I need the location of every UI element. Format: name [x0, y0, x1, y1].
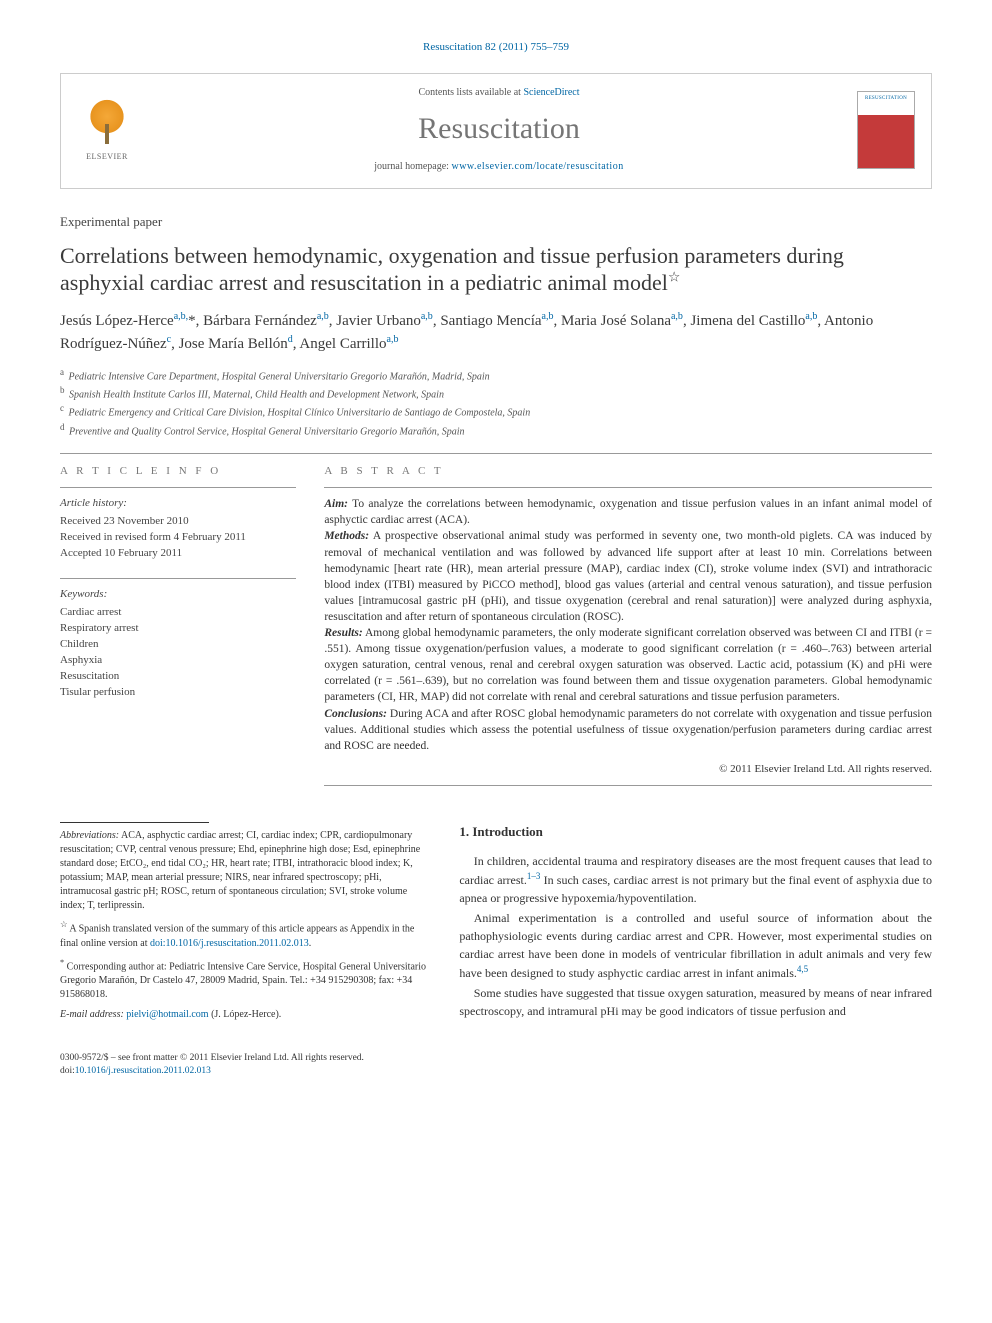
journal-center: Contents lists available at ScienceDirec… — [157, 86, 841, 174]
methods-label: Methods: — [324, 530, 369, 542]
elsevier-label: ELSEVIER — [86, 151, 128, 162]
corresponding-author: * Corresponding author at: Pediatric Int… — [60, 957, 431, 1002]
footer-copyright: 0300-9572/$ – see front matter © 2011 El… — [60, 1053, 364, 1063]
homepage-prefix: journal homepage: — [374, 161, 451, 172]
conclusions-label: Conclusions: — [324, 708, 387, 720]
abstract-copyright: © 2011 Elsevier Ireland Ltd. All rights … — [324, 762, 932, 777]
conclusions-text: During ACA and after ROSC global hemodyn… — [324, 708, 932, 752]
abstract-column: A B S T R A C T Aim: To analyze the corr… — [324, 464, 932, 786]
revised-date: Received in revised form 4 February 2011 — [60, 531, 246, 543]
keyword: Respiratory arrest — [60, 621, 296, 637]
intro-ref-1[interactable]: 1–3 — [527, 871, 541, 881]
divider-rule — [60, 453, 932, 454]
results-label: Results: — [324, 627, 362, 639]
article-info-head: A R T I C L E I N F O — [60, 464, 296, 479]
journal-cover-thumbnail: RESUSCITATION — [857, 91, 915, 169]
email-line: E-mail address: pielvi@hotmail.com (J. L… — [60, 1008, 431, 1022]
journal-title: Resuscitation — [157, 108, 841, 150]
footer-doi-link[interactable]: 10.1016/j.resuscitation.2011.02.013 — [75, 1066, 211, 1076]
email-label: E-mail address: — [60, 1009, 126, 1020]
article-history: Article history: Received 23 November 20… — [60, 496, 296, 562]
abstract-head: A B S T R A C T — [324, 464, 932, 479]
intro-para-3: Some studies have suggested that tissue … — [459, 984, 932, 1020]
corresponding-email-link[interactable]: pielvi@hotmail.com — [126, 1009, 208, 1020]
footnote-doi-link[interactable]: doi:10.1016/j.resuscitation.2011.02.013 — [150, 938, 309, 949]
footer-doi-label: doi: — [60, 1066, 75, 1076]
article-type: Experimental paper — [60, 213, 932, 231]
abstract-body: Aim: To analyze the correlations between… — [324, 496, 932, 754]
affiliations: a Pediatric Intensive Care Department, H… — [60, 366, 932, 439]
sciencedirect-link[interactable]: ScienceDirect — [523, 87, 579, 98]
keyword: Children — [60, 637, 296, 653]
contents-lists-line: Contents lists available at ScienceDirec… — [157, 86, 841, 100]
article-info-column: A R T I C L E I N F O Article history: R… — [60, 464, 296, 786]
footnotes-column: Abbreviations: ACA, asphyctic cardiac ar… — [60, 822, 431, 1028]
corr-text: Corresponding author at: Pediatric Inten… — [60, 961, 426, 1000]
lower-columns: Abbreviations: ACA, asphyctic cardiac ar… — [60, 822, 932, 1028]
keyword: Resuscitation — [60, 669, 296, 685]
info-rule — [60, 487, 296, 488]
keywords-block: Keywords: Cardiac arrestRespiratory arre… — [60, 587, 296, 701]
aim-label: Aim: — [324, 498, 348, 510]
title-star-note: ☆ — [668, 271, 681, 286]
abbrev-text: ACA, asphyctic cardiac arrest; CI, cardi… — [60, 830, 420, 911]
running-head-citation: Resuscitation 82 (2011) 755–759 — [60, 40, 932, 55]
abbrev-label: Abbreviations: — [60, 830, 119, 841]
introduction-heading: 1. Introduction — [459, 822, 932, 842]
received-date: Received 23 November 2010 — [60, 515, 189, 527]
intro-p2: Animal experimentation is a controlled a… — [459, 911, 932, 980]
methods-text: A prospective observational animal study… — [324, 530, 932, 622]
info-abstract-row: A R T I C L E I N F O Article history: R… — [60, 464, 932, 786]
keyword: Asphyxia — [60, 653, 296, 669]
elsevier-logo: ELSEVIER — [77, 95, 137, 165]
journal-homepage-link[interactable]: www.elsevier.com/locate/resuscitation — [451, 161, 623, 172]
abs-rule — [324, 487, 932, 488]
affiliation-line: a Pediatric Intensive Care Department, H… — [60, 366, 932, 384]
article-title-text: Correlations between hemodynamic, oxygen… — [60, 243, 844, 296]
authors-line: Jesús López-Hercea,b,*, Bárbara Fernánde… — [60, 309, 932, 356]
page-footer: 0300-9572/$ – see front matter © 2011 El… — [60, 1052, 932, 1079]
cover-label: RESUSCITATION — [858, 95, 914, 102]
abbreviations-block: Abbreviations: ACA, asphyctic cardiac ar… — [60, 829, 431, 913]
accepted-date: Accepted 10 February 2011 — [60, 547, 182, 559]
introduction-column: 1. Introduction In children, accidental … — [459, 822, 932, 1028]
aim-text: To analyze the correlations between hemo… — [324, 498, 932, 526]
abs-end-rule — [324, 785, 932, 786]
affiliation-line: c Pediatric Emergency and Critical Care … — [60, 402, 932, 420]
elsevier-tree-icon — [82, 99, 132, 149]
affiliation-line: d Preventive and Quality Control Service… — [60, 421, 932, 439]
keyword: Tisular perfusion — [60, 685, 296, 701]
history-label: Article history: — [60, 496, 296, 512]
contents-prefix: Contents lists available at — [418, 87, 523, 98]
keyword: Cardiac arrest — [60, 605, 296, 621]
article-title: Correlations between hemodynamic, oxygen… — [60, 242, 932, 297]
star-footnote: ☆ A Spanish translated version of the su… — [60, 919, 431, 950]
intro-para-1: In children, accidental trauma and respi… — [459, 852, 932, 907]
journal-masthead: ELSEVIER Contents lists available at Sci… — [60, 73, 932, 189]
intro-para-2: Animal experimentation is a controlled a… — [459, 909, 932, 982]
footnote-rule — [60, 822, 209, 823]
kw-rule — [60, 578, 296, 579]
keywords-label: Keywords: — [60, 587, 296, 603]
email-who: (J. López-Herce). — [209, 1009, 282, 1020]
affiliation-line: b Spanish Health Institute Carlos III, M… — [60, 384, 932, 402]
results-text: Among global hemodynamic parameters, the… — [324, 627, 932, 703]
journal-homepage-line: journal homepage: www.elsevier.com/locat… — [157, 160, 841, 174]
intro-ref-2[interactable]: 4,5 — [797, 964, 808, 974]
